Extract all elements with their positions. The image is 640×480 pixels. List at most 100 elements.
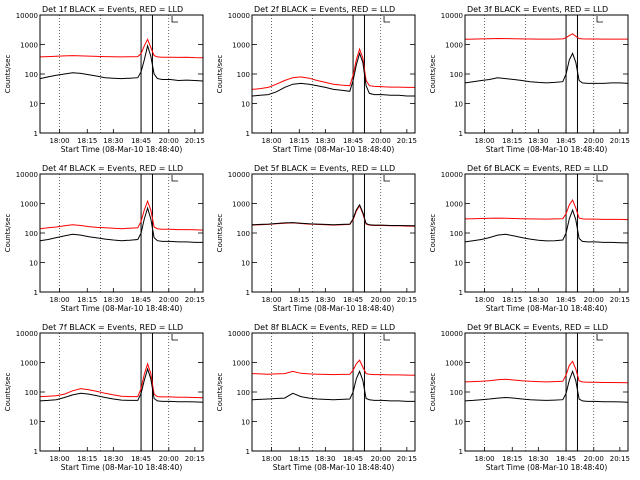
y-axis-label: Counts/sec <box>4 55 12 94</box>
y-tick-label: 100 <box>450 389 463 397</box>
series-line-lld <box>464 33 628 40</box>
y-tick-label: 10 <box>454 101 463 109</box>
x-tick-label: 20:15 <box>397 296 417 304</box>
x-axis-label: Start Time (08-Mar-10 18:48:40) <box>486 304 608 313</box>
y-tick-label: 10000 <box>16 171 38 179</box>
y-tick-label: 100 <box>450 230 463 238</box>
panel-title: Det 4f BLACK = Events, RED = LLD <box>42 164 183 173</box>
spike-marker-box <box>352 173 365 293</box>
x-tick-label: 20:15 <box>610 137 630 145</box>
x-tick-label: 18:15 <box>77 455 97 463</box>
spike-marker-box <box>140 173 153 293</box>
x-tick-label: 18:15 <box>502 137 522 145</box>
x-tick-label: 18:45 <box>556 296 576 304</box>
y-tick-label: 1000 <box>20 201 38 209</box>
panel-title: Det 9f BLACK = Events, RED = LLD <box>467 323 608 332</box>
x-tick-label: 18:15 <box>289 296 309 304</box>
x-tick-label: 20:00 <box>584 137 604 145</box>
plot-frame <box>39 173 204 293</box>
x-tick-label: 20:00 <box>371 296 391 304</box>
y-tick-label: 1000 <box>445 360 463 368</box>
series-line-lld <box>39 362 204 399</box>
corner-marker <box>596 175 604 182</box>
corner-marker <box>171 334 179 341</box>
spike-marker-box <box>565 173 578 293</box>
x-tick-label: 20:15 <box>185 455 205 463</box>
x-tick-label: 18:30 <box>315 455 335 463</box>
detector-panel-9: Det 9f BLACK = Events, RED = LLD 1 10 100 10… <box>429 323 630 472</box>
series-line-events <box>39 206 203 243</box>
spike-marker-box <box>140 14 153 134</box>
x-axis-label: Start Time (08-Mar-10 18:48:40) <box>486 145 608 154</box>
plot-frame <box>464 332 629 452</box>
y-axis-label: Counts/sec <box>216 55 224 94</box>
x-tick-label: 18:45 <box>556 137 576 145</box>
plot-frame <box>464 173 629 293</box>
x-tick-label: 20:00 <box>584 296 604 304</box>
y-tick-label: 1000 <box>232 42 250 50</box>
x-tick-label: 18:45 <box>556 455 576 463</box>
plot-frame <box>39 14 204 134</box>
x-tick-label: 18:45 <box>343 455 363 463</box>
series-line-lld <box>464 360 629 384</box>
panel-title: Det 3f BLACK = Events, RED = LLD <box>467 5 608 14</box>
x-tick-label: 18:00 <box>49 137 69 145</box>
x-tick-label: 20:15 <box>185 296 205 304</box>
series-line-lld <box>39 38 204 59</box>
y-tick-label: 1 <box>459 130 463 138</box>
y-axis-label: Counts/sec <box>4 373 12 412</box>
detector-panel-8: Det 8f BLACK = Events, RED = LLD 1 10 100 10… <box>216 323 417 472</box>
y-tick-label: 10000 <box>441 12 463 20</box>
x-tick-label: 18:15 <box>289 455 309 463</box>
panel-title: Det 7f BLACK = Events, RED = LLD <box>42 323 183 332</box>
x-axis-label: Start Time (08-Mar-10 18:48:40) <box>273 463 395 472</box>
y-tick-label: 10000 <box>16 330 38 338</box>
series-line-lld <box>39 199 204 231</box>
y-tick-label: 10000 <box>228 12 250 20</box>
y-tick-label: 10000 <box>441 330 463 338</box>
x-tick-label: 18:00 <box>261 137 281 145</box>
x-axis-label: Start Time (08-Mar-10 18:48:40) <box>61 463 183 472</box>
x-tick-label: 20:00 <box>159 455 179 463</box>
detector-panel-5: Det 5f BLACK = Events, RED = LLD 1 10 100 10… <box>216 164 417 313</box>
y-tick-label: 1000 <box>232 201 250 209</box>
x-axis-label: Start Time (08-Mar-10 18:48:40) <box>273 304 395 313</box>
series-line-events <box>39 367 204 403</box>
y-tick-label: 100 <box>450 71 463 79</box>
panel-title: Det 6f BLACK = Events, RED = LLD <box>467 164 608 173</box>
corner-marker <box>171 175 179 182</box>
series-line-events <box>464 369 629 403</box>
x-tick-label: 18:30 <box>103 137 123 145</box>
y-tick-label: 10 <box>454 419 463 427</box>
y-tick-label: 1 <box>34 130 38 138</box>
y-axis-label: Counts/sec <box>429 55 437 94</box>
x-tick-label: 18:45 <box>131 137 151 145</box>
y-axis-label: Counts/sec <box>429 373 437 412</box>
y-tick-label: 100 <box>25 389 38 397</box>
y-tick-label: 10000 <box>228 171 250 179</box>
y-tick-label: 10 <box>29 101 38 109</box>
detector-panel-3: Det 3f BLACK = Events, RED = LLD 1 10 100 10… <box>429 5 630 154</box>
detector-panel-4: Det 4f BLACK = Events, RED = LLD 1 10 100 10… <box>4 164 205 313</box>
y-axis-label: Counts/sec <box>4 214 12 253</box>
y-tick-label: 10 <box>29 260 38 268</box>
x-tick-label: 18:00 <box>261 455 281 463</box>
panel-title: Det 5f BLACK = Events, RED = LLD <box>254 164 395 173</box>
x-tick-label: 20:15 <box>185 137 205 145</box>
panel-title: Det 2f BLACK = Events, RED = LLD <box>254 5 395 14</box>
x-tick-label: 18:15 <box>77 137 97 145</box>
y-tick-label: 1000 <box>445 42 463 50</box>
x-tick-label: 18:00 <box>261 296 281 304</box>
y-tick-label: 1 <box>246 289 250 297</box>
x-tick-label: 20:00 <box>371 137 391 145</box>
y-tick-label: 100 <box>25 71 38 79</box>
spike-marker-box <box>352 332 365 452</box>
corner-marker <box>383 16 391 23</box>
y-tick-label: 1 <box>34 448 38 456</box>
y-tick-label: 10 <box>241 101 250 109</box>
x-tick-label: 18:30 <box>103 296 123 304</box>
x-tick-label: 18:45 <box>343 137 363 145</box>
y-tick-label: 10 <box>454 260 463 268</box>
y-tick-label: 100 <box>237 230 250 238</box>
